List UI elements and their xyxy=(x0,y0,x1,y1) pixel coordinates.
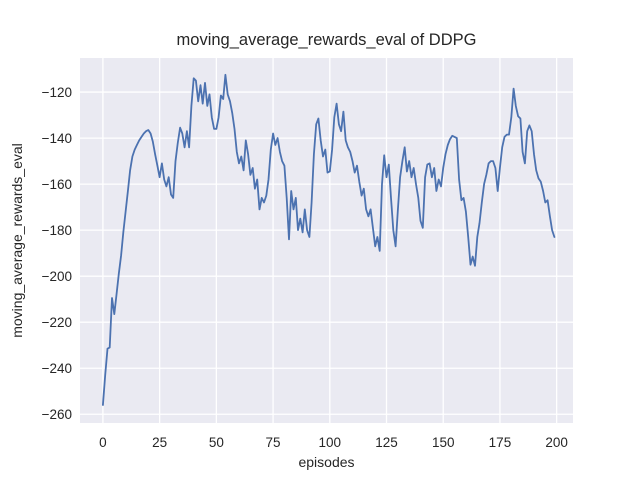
y-tick-label: −220 xyxy=(42,315,72,330)
x-axis-tick-labels: 0 25 50 75 100 125 150 175 200 xyxy=(99,435,568,450)
y-tick-label: −240 xyxy=(42,361,72,376)
x-tick-label: 100 xyxy=(319,435,342,450)
x-tick-label: 0 xyxy=(99,435,107,450)
y-tick-label: −120 xyxy=(42,85,72,100)
y-tick-label: −180 xyxy=(42,223,72,238)
plot-area xyxy=(80,58,573,423)
y-tick-label: −140 xyxy=(42,131,72,146)
x-tick-label: 50 xyxy=(209,435,224,450)
x-tick-label: 200 xyxy=(545,435,568,450)
gridlines xyxy=(80,58,573,423)
y-tick-label: −260 xyxy=(42,407,72,422)
y-axis-label: moving_average_rewards_eval xyxy=(9,143,25,338)
y-tick-label: −160 xyxy=(42,177,72,192)
x-tick-label: 175 xyxy=(489,435,512,450)
x-tick-label: 25 xyxy=(152,435,167,450)
chart-title: moving_average_rewards_eval of DDPG xyxy=(177,31,477,49)
x-tick-label: 125 xyxy=(375,435,398,450)
reward-line-series xyxy=(102,73,556,406)
x-axis-label: episodes xyxy=(298,454,354,470)
x-tick-label: 150 xyxy=(432,435,455,450)
y-tick-label: −200 xyxy=(42,269,72,284)
x-tick-label: 75 xyxy=(266,435,281,450)
y-axis-tick-labels: −120 −140 −160 −180 −200 −220 −240 −260 xyxy=(42,85,72,422)
